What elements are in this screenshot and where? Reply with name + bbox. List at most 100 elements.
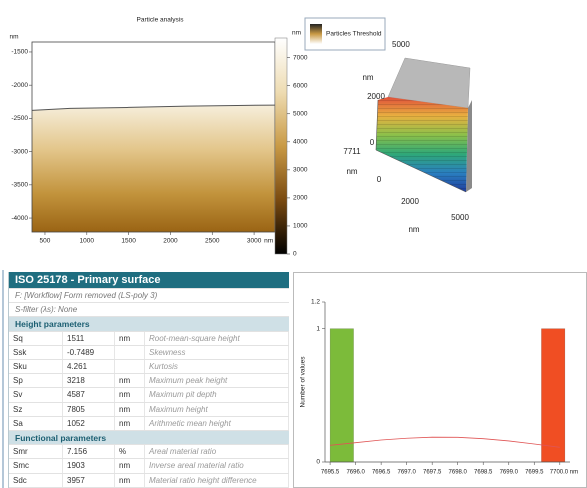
x-unit: nm bbox=[264, 238, 273, 245]
axis-label: 2000 bbox=[367, 92, 385, 101]
colorbar-tick-label: 0 bbox=[293, 251, 297, 258]
table-title: ISO 25178 - Primary surface bbox=[9, 272, 289, 289]
colorbar-unit: nm bbox=[292, 30, 301, 37]
colorbar bbox=[275, 38, 287, 254]
y-tick-label: 0 bbox=[316, 459, 320, 466]
x-tick-label: 1000 bbox=[80, 238, 95, 245]
param-value: 1052 bbox=[63, 417, 115, 430]
param-description: Maximum pit depth bbox=[145, 388, 289, 401]
param-value: -0.7489 bbox=[63, 346, 115, 359]
axis-label: nm bbox=[346, 167, 357, 176]
param-description: Root-mean-square height bbox=[145, 332, 289, 345]
param-name: Sku bbox=[9, 360, 63, 373]
param-unit: nm bbox=[115, 459, 145, 472]
table-row: Sa1052nmArithmetic mean height bbox=[9, 417, 289, 431]
param-unit: nm bbox=[115, 417, 145, 430]
param-unit: nm bbox=[115, 388, 145, 401]
x-tick-label: 7699.5 bbox=[525, 470, 544, 476]
colorbar-tick-label: 1000 bbox=[293, 223, 308, 230]
y-tick-label: -1500 bbox=[11, 49, 28, 56]
axis-label: 5000 bbox=[451, 213, 469, 222]
x-tick-label: 7700.0 nm bbox=[550, 470, 578, 476]
x-tick-label: 7697.5 bbox=[423, 470, 442, 476]
y-tick-label: -3500 bbox=[11, 182, 28, 189]
param-description: Maximum height bbox=[145, 403, 289, 416]
surface-fill bbox=[32, 105, 275, 232]
legend-swatch bbox=[310, 24, 322, 44]
x-tick-label: 2500 bbox=[205, 238, 220, 245]
param-description: Kurtosis bbox=[145, 360, 289, 373]
bar bbox=[541, 329, 564, 462]
param-unit: nm bbox=[115, 403, 145, 416]
param-name: Smc bbox=[9, 459, 63, 472]
colorbar-tick-label: 2000 bbox=[293, 195, 308, 202]
param-name: Sq bbox=[9, 332, 63, 345]
param-unit: % bbox=[115, 445, 145, 458]
axis-label: 7711 bbox=[343, 147, 361, 156]
view-3d-panel: Particles Threshold 5000nm200007711nm020… bbox=[305, 18, 472, 234]
param-description: Maximum peak height bbox=[145, 374, 289, 387]
param-unit bbox=[115, 360, 145, 373]
colorbar-tick-label: 3000 bbox=[293, 167, 308, 174]
param-description: Skewness bbox=[145, 346, 289, 359]
param-value: 1511 bbox=[63, 332, 115, 345]
axis-label: 0 bbox=[377, 175, 382, 184]
x-tick-label: 2000 bbox=[163, 238, 178, 245]
table-note: S-filter (λs): None bbox=[9, 303, 289, 317]
bar bbox=[330, 329, 353, 462]
section-header: Functional parameters bbox=[9, 431, 289, 445]
panel-title: Particle analysis bbox=[137, 17, 185, 24]
page: html, body { margin: 0; padding: 0; } bo… bbox=[0, 0, 587, 488]
param-description: Arithmetic mean height bbox=[145, 417, 289, 430]
x-tick-label: 1500 bbox=[121, 238, 136, 245]
param-value: 7805 bbox=[63, 403, 115, 416]
y-tick-label: -2000 bbox=[11, 82, 28, 89]
surface-texture bbox=[376, 97, 468, 192]
param-description: Inverse areal material ratio bbox=[145, 459, 289, 472]
y-tick-label: 1 bbox=[316, 325, 320, 332]
param-name: Sa bbox=[9, 417, 63, 430]
x-tick-label: 7698.5 bbox=[474, 470, 493, 476]
x-tick-label: 500 bbox=[40, 238, 51, 245]
axis-label: 0 bbox=[370, 138, 375, 147]
legend-label: Particles Threshold bbox=[326, 31, 382, 38]
y-tick-label: -3000 bbox=[11, 148, 28, 155]
colorbar-tick-label: 7000 bbox=[293, 54, 308, 61]
param-name: Smr bbox=[9, 445, 63, 458]
table-row: Ssk-0.7489 Skewness bbox=[9, 346, 289, 360]
axis-label: nm bbox=[408, 225, 419, 234]
table-note: F: [Workflow] Form removed (LS-poly 3) bbox=[9, 289, 289, 303]
axis-label: nm bbox=[362, 73, 373, 82]
param-description: Areal material ratio bbox=[145, 445, 289, 458]
param-name: Ssk bbox=[9, 346, 63, 359]
y-tick-label: -4000 bbox=[11, 215, 28, 222]
colorbar-tick-label: 6000 bbox=[293, 82, 308, 89]
param-value: 7.156 bbox=[63, 445, 115, 458]
y-unit: nm bbox=[9, 34, 18, 41]
param-unit bbox=[115, 346, 145, 359]
param-value: 3218 bbox=[63, 374, 115, 387]
param-value: 4587 bbox=[63, 388, 115, 401]
param-unit: nm bbox=[115, 374, 145, 387]
particle-analysis-panel: Particle analysis nm nm -1500 -2000 -2500 -… bbox=[9, 17, 307, 258]
colorbar-tick-label: 4000 bbox=[293, 139, 308, 146]
section-header: Height parameters bbox=[9, 317, 289, 331]
y-tick-label: -2500 bbox=[11, 115, 28, 122]
param-name: Sv bbox=[9, 388, 63, 401]
y-tick-label: 1.2 bbox=[311, 299, 320, 306]
x-tick-label: 7696.0 bbox=[346, 470, 365, 476]
param-value: 4.261 bbox=[63, 360, 115, 373]
y-axis-label: Number of values bbox=[300, 356, 307, 408]
table-row: Sv4587nmMaximum pit depth bbox=[9, 388, 289, 402]
param-name: Sp bbox=[9, 374, 63, 387]
x-tick-label: 7696.5 bbox=[372, 470, 391, 476]
x-tick-label: 7698.0 bbox=[449, 470, 468, 476]
param-value: 1903 bbox=[63, 459, 115, 472]
param-description: Material ratio height difference bbox=[145, 474, 289, 487]
